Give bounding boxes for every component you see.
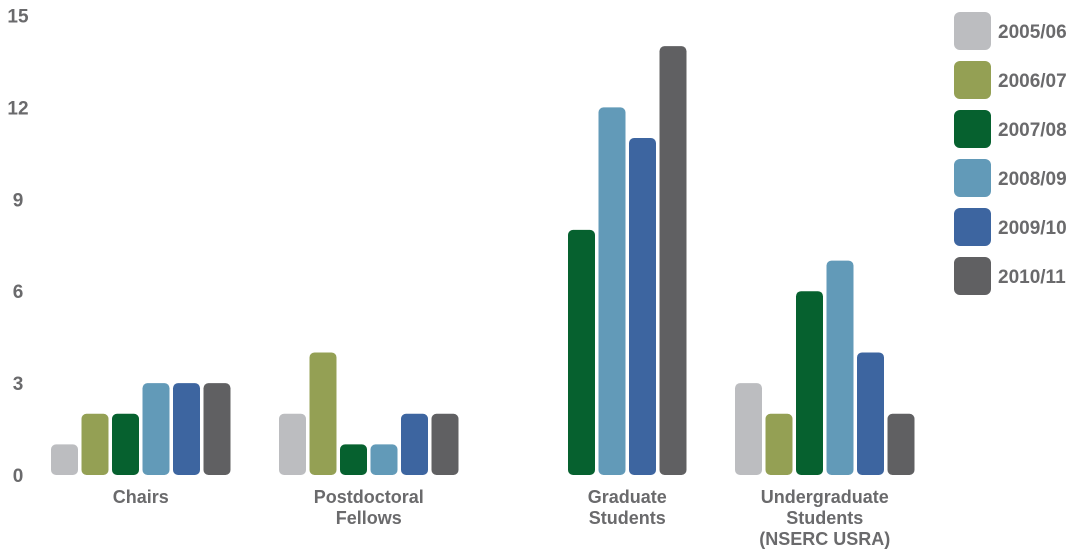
category-label: Chairs: [113, 487, 169, 507]
legend-swatch: [954, 208, 991, 246]
legend-label: 2008/09: [998, 169, 1067, 190]
legend-label: 2009/10: [998, 218, 1067, 239]
legend-label: 2007/08: [998, 120, 1067, 141]
bar-2007-08: [568, 229, 595, 475]
bar-2008-09: [370, 444, 398, 475]
legend-swatch: [954, 110, 991, 148]
category-label: Postdoctoral Fellows: [314, 487, 424, 528]
legend-swatch: [954, 257, 991, 295]
bar-2010-11: [203, 383, 231, 475]
bar-2007-08: [112, 413, 139, 475]
bar-2006-07: [309, 352, 337, 475]
y-tick-label: 9: [13, 190, 24, 211]
legend-label: 2005/06: [998, 22, 1067, 43]
bar-2007-08: [796, 291, 823, 475]
y-tick-label: 15: [7, 7, 29, 28]
bar-2005-06: [51, 444, 78, 475]
legend-label: 2010/11: [998, 267, 1066, 288]
legend-swatch: [954, 159, 991, 197]
y-tick-label: 6: [13, 282, 24, 303]
bar-2006-07: [765, 413, 793, 475]
bar-2010-11: [659, 46, 687, 476]
bar-2009-10: [173, 383, 200, 475]
bar-2005-06: [279, 413, 306, 475]
y-axis: 0 3 6 9 12 15: [7, 7, 29, 488]
y-tick-label: 0: [13, 466, 24, 487]
bar-2007-08: [340, 444, 367, 475]
bar-2008-09: [826, 260, 854, 475]
bar-2008-09: [142, 383, 170, 475]
category-label: Undergraduate Students (NSERC USRA): [759, 487, 890, 549]
x-axis-labels: Chairs Postdoctoral Fellows Graduate Student…: [113, 487, 891, 549]
bar-2010-11: [431, 413, 459, 475]
bar-2009-10: [629, 138, 656, 476]
y-tick-label: 3: [13, 374, 24, 395]
y-tick-label: 12: [7, 98, 28, 119]
legend: 2005/06 2006/07 2007/08 2008/09 2009/10 2010/…: [954, 12, 1067, 295]
bar-2008-09: [598, 107, 626, 476]
legend-swatch: [954, 61, 991, 99]
category-label: Graduate Students: [588, 487, 667, 528]
legend-swatch: [954, 12, 991, 50]
bars: [51, 46, 915, 476]
bar-2009-10: [857, 352, 884, 475]
legend-label: 2006/07: [998, 71, 1067, 92]
bar-2006-07: [81, 413, 109, 475]
bar-2009-10: [401, 413, 428, 475]
bar-2010-11: [887, 413, 915, 475]
bar-2005-06: [735, 383, 762, 475]
